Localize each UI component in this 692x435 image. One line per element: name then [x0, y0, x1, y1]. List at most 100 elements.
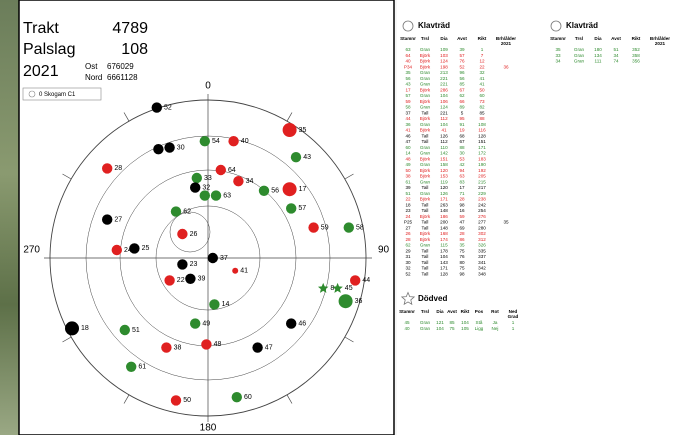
table-cell: Björk	[420, 59, 431, 64]
tree-marker	[317, 282, 329, 293]
tree-label: 57	[298, 205, 306, 212]
table-cell: 276	[478, 214, 486, 219]
table-cell: 34	[555, 59, 561, 64]
table-cell: 96	[459, 70, 465, 75]
table-cell: 80	[459, 260, 465, 265]
table-cell: 134	[594, 53, 602, 58]
table-cell: 28	[459, 197, 465, 202]
tree-label: 36	[355, 298, 363, 305]
tree-label: 32	[202, 184, 210, 191]
tree-label: 52	[164, 104, 172, 111]
table-cell: Gran	[420, 151, 431, 156]
tree-label: 58	[356, 224, 364, 231]
tree-marker	[170, 206, 182, 217]
column-header: 2021	[501, 41, 512, 46]
tree-label: 24	[124, 247, 132, 254]
table-cell: 63	[459, 174, 465, 179]
table-cell: Gran	[420, 243, 431, 248]
table-cell: Tall	[422, 248, 429, 253]
table-cell: 104	[440, 122, 448, 127]
table-cell: Gran	[420, 47, 431, 52]
table-cell: 26	[405, 231, 411, 236]
table-cell: 44	[405, 116, 411, 121]
table-cell: Björk	[420, 231, 431, 236]
tree-marker	[308, 222, 319, 233]
table-cell: 148	[440, 208, 448, 213]
tree-marker	[190, 182, 201, 193]
tree-label: 61	[138, 364, 146, 371]
nord-label: Nord	[85, 73, 102, 82]
tree-marker	[199, 190, 210, 201]
tree-marker	[207, 252, 218, 264]
tree-marker	[151, 102, 162, 113]
table-cell: 75	[459, 248, 465, 253]
table-cell: 112	[440, 116, 448, 121]
table-cell: 40	[404, 326, 410, 331]
rim-tick	[344, 173, 354, 180]
table-cell: 68	[459, 133, 465, 138]
table-cell: 76	[459, 254, 465, 259]
tree-marker	[286, 203, 297, 214]
table-cell: 88	[479, 116, 485, 121]
table-cell: 178	[440, 248, 448, 253]
table-cell: 312	[478, 237, 486, 242]
table-cell: 120	[440, 168, 448, 173]
table-cell: 143	[440, 260, 448, 265]
column-header: Dia	[594, 36, 602, 41]
tree-label: 18	[81, 325, 89, 332]
table-cell: 121	[436, 320, 444, 325]
palslag-label: Palslag	[23, 41, 75, 58]
table-cell: 94	[459, 168, 465, 173]
table-cell: 32	[405, 266, 411, 271]
tree-label: 50	[183, 397, 191, 404]
tree-marker	[233, 176, 244, 187]
palslag: 108	[121, 41, 148, 58]
table-cell: 38	[405, 174, 411, 179]
table-cell: Gran	[574, 47, 585, 52]
tree-marker	[119, 324, 130, 336]
tree-label: 48	[214, 341, 222, 348]
table-cell: 174	[440, 237, 448, 242]
table-cell: 171	[440, 197, 448, 202]
table-cell: Gran	[420, 93, 431, 98]
table-cell: 7	[481, 53, 484, 58]
table-cell: 95	[459, 116, 465, 121]
table-cell: 221	[440, 76, 448, 81]
table-cell: Björk	[420, 116, 431, 121]
table-cell: 172	[478, 151, 486, 156]
table-cell: 342	[478, 266, 486, 271]
table-cell: Björk	[420, 64, 431, 69]
table-cell: Gran	[420, 76, 431, 81]
aerial-strip	[0, 0, 20, 435]
table-cell: 200	[440, 220, 448, 225]
tree-label: 41	[240, 268, 248, 275]
column-header: Rikt	[461, 309, 470, 314]
tree-label: 27	[114, 216, 122, 223]
table-cell: 51	[613, 47, 619, 52]
table-cell: 158	[440, 162, 448, 167]
rim-tick	[123, 394, 130, 404]
table-cell: 66	[459, 99, 465, 104]
table-cell: Björk	[420, 156, 431, 161]
tree-label: 40	[241, 138, 249, 145]
table-cell: 171	[478, 145, 486, 150]
table-cell: 128	[478, 133, 486, 138]
table-cell: 52	[459, 64, 465, 69]
column-header: Dia	[440, 36, 448, 41]
tree-label: 59	[321, 224, 329, 231]
table-cell: 126	[440, 133, 448, 138]
table-cell: 254	[478, 208, 486, 213]
table-cell: 30	[459, 151, 465, 156]
table-cell: 14	[405, 151, 411, 156]
column-header: Trsl	[575, 36, 583, 41]
table-cell: 221	[440, 82, 448, 87]
table-cell: 358	[632, 53, 640, 58]
table-title: Klavträd	[566, 21, 598, 30]
table-cell: 43	[405, 82, 411, 87]
plot: 0180270905229305440354328643433325617136…	[23, 81, 389, 434]
table-cell: 192	[478, 168, 486, 173]
table-cell: 49	[405, 162, 411, 167]
table-cell: 17	[459, 185, 465, 190]
